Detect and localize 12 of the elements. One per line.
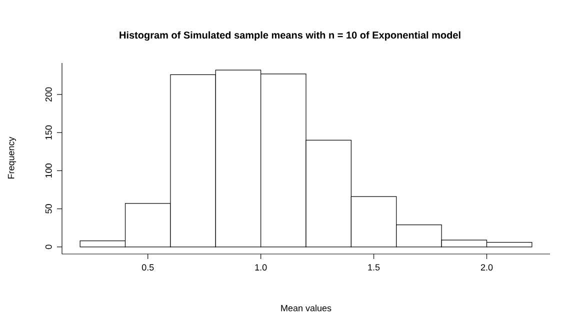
x-tick-label: 2.0	[480, 264, 493, 271]
chart-title: Histogram of Simulated sample means with n = 10 of Exponential model	[120, 31, 460, 41]
y-tick-label: 100	[45, 164, 52, 178]
x-axis-title: Mean values	[281, 304, 332, 312]
y-axis-title: Frequency	[8, 136, 16, 179]
y-tick-label: 150	[45, 125, 52, 140]
x-tick-label: 1.5	[368, 264, 380, 270]
x-tick-label: 1.0	[255, 264, 267, 271]
x-tick-label: 0.5	[142, 264, 154, 271]
y-tick-label: 0	[45, 244, 52, 250]
y-tick-label: 50	[45, 204, 52, 214]
y-tick-label: 200	[45, 87, 52, 102]
